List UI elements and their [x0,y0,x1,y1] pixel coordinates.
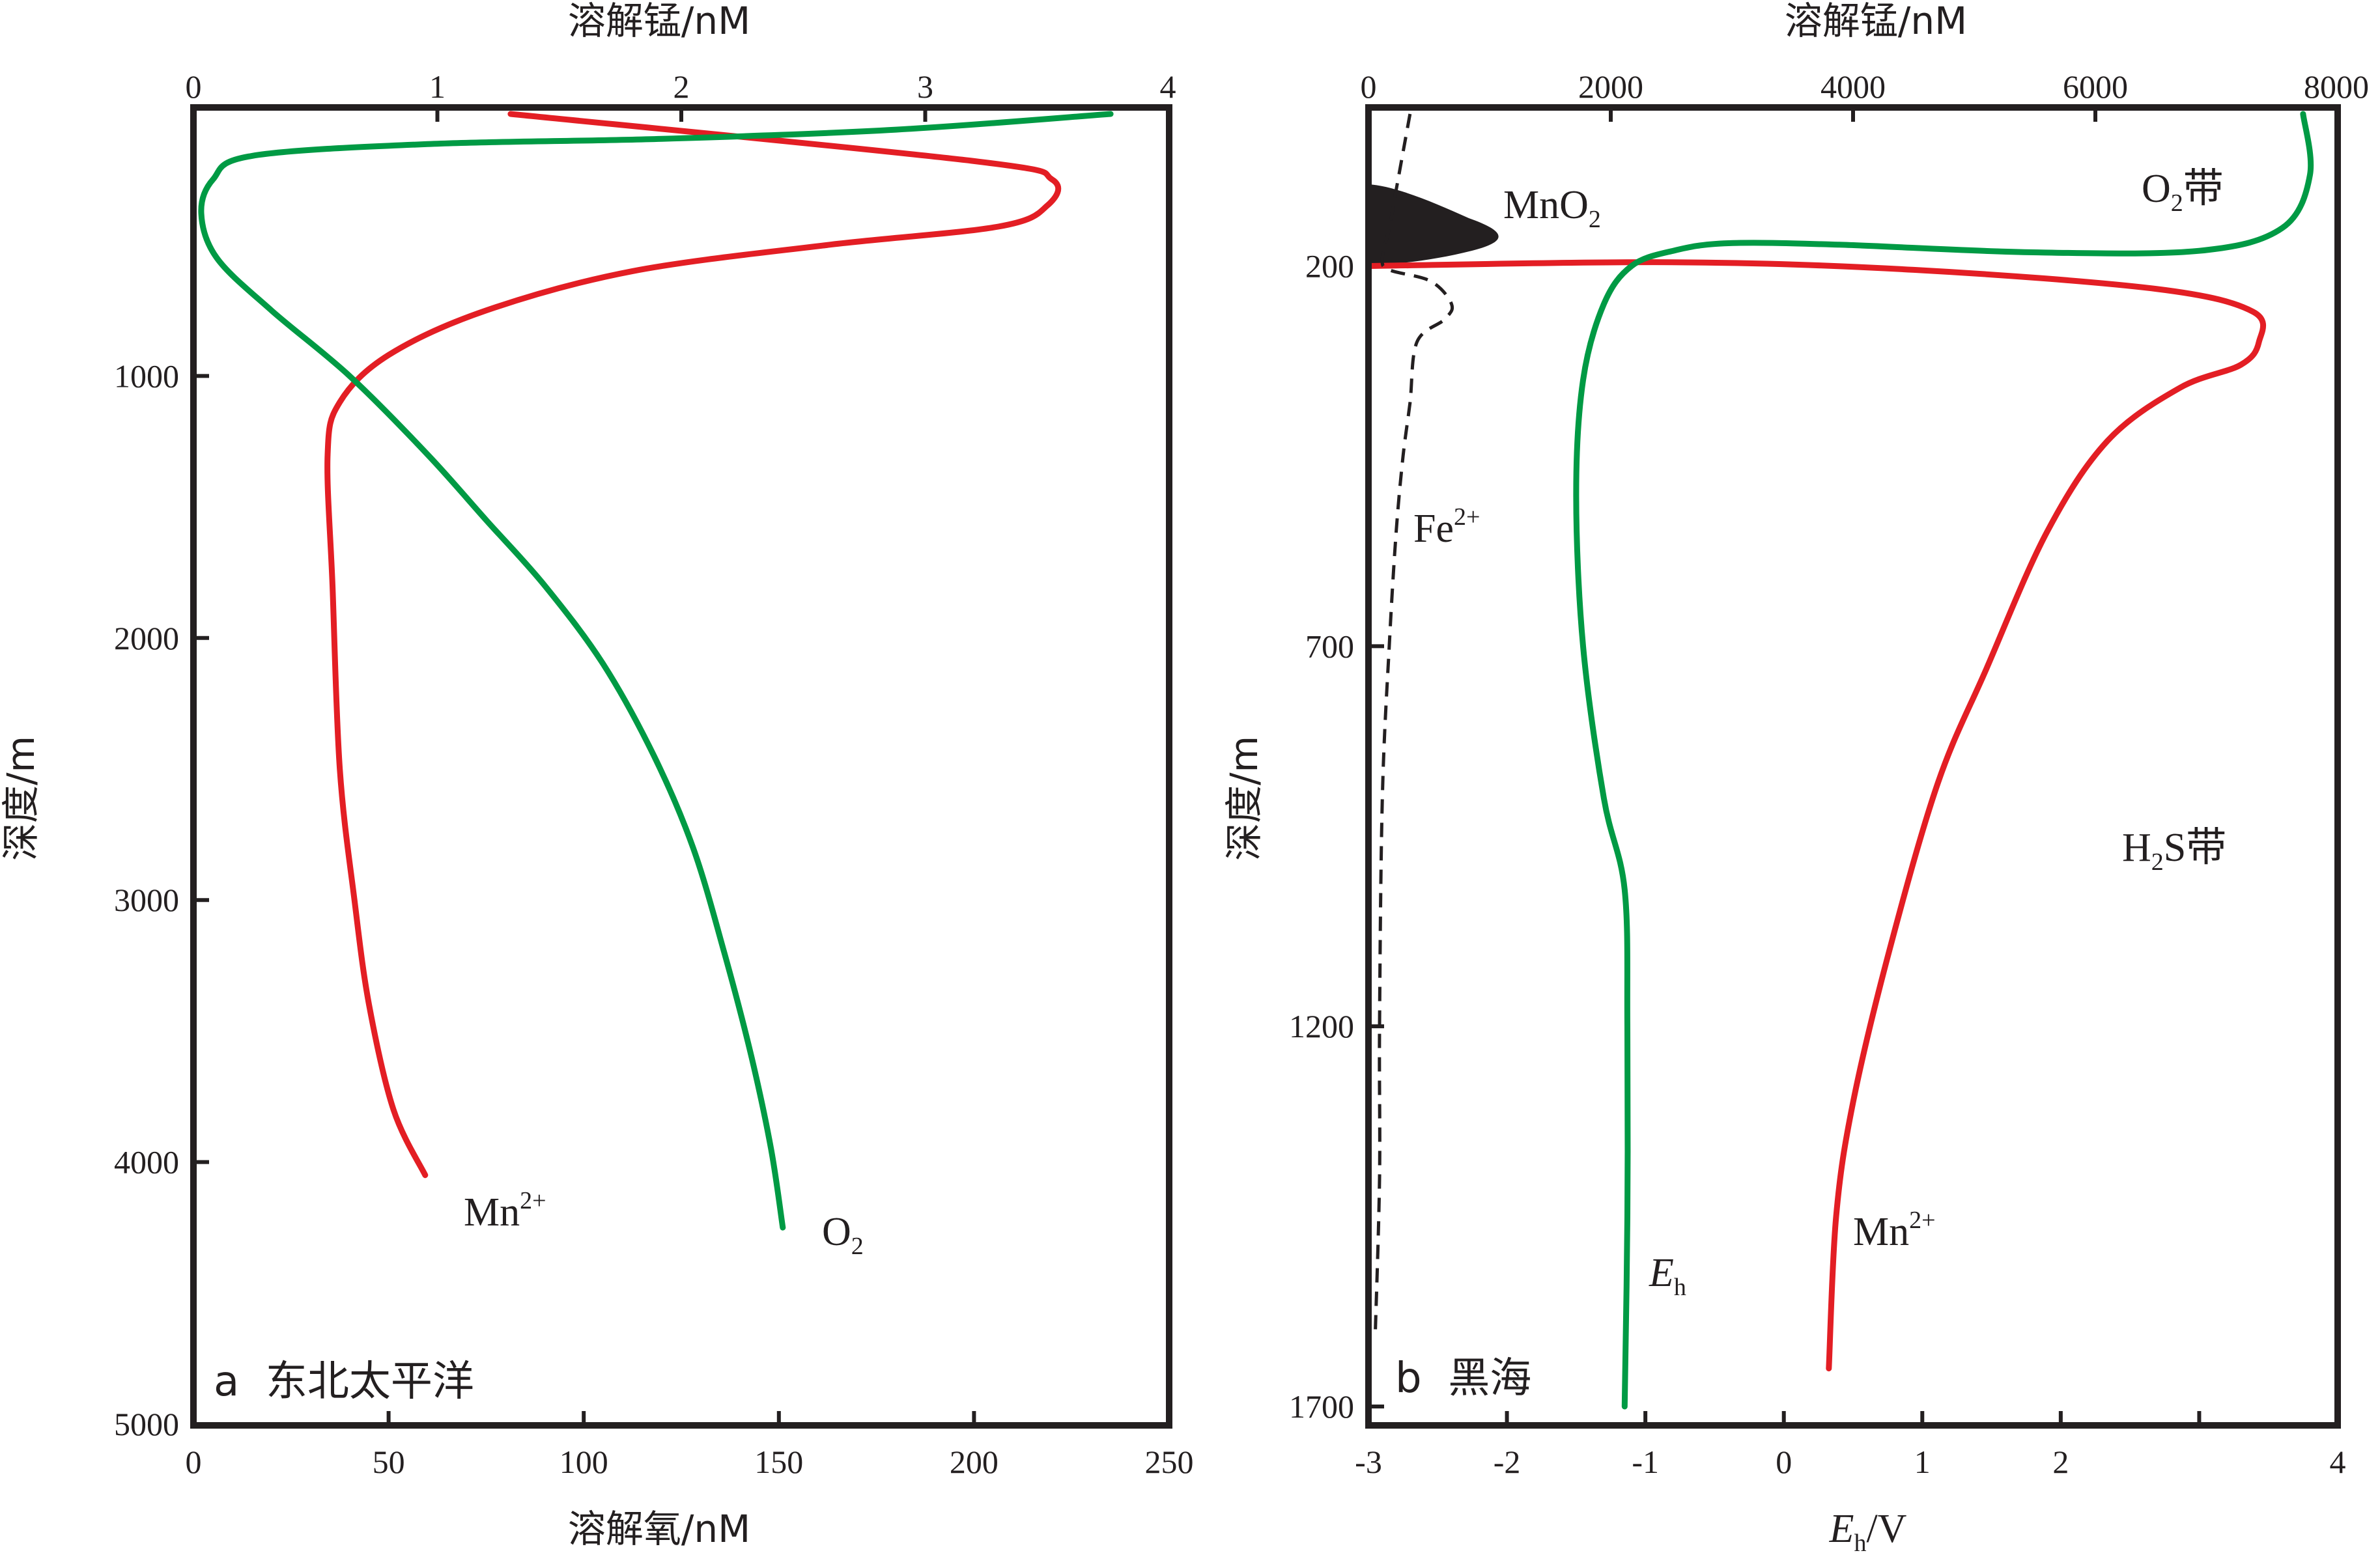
panel-b-region-label: b 黑海 [1395,1354,1531,1403]
panel-b-bottom-ticks: -3 -2 -1 0 1 2 4 [1355,1411,2346,1480]
panel-a-bottom-tick-label: 250 [1145,1444,1194,1480]
panel-a-ne-pacific: 溶解锰/nM 溶解氧/nM 深度/m 0 1 2 3 4 0 50 100 150 200 250… [0,0,1194,1551]
fe-label: Fe2+ [1413,503,1480,551]
panel-a-series [198,111,1114,1231]
panel-a-mn-label: Mn2+ [464,1187,546,1235]
panel-a-frame [190,104,1172,1429]
panel-b-top-tick-label: 2000 [1578,68,1643,105]
panel-b-top-axis-title: 溶解锰/nM [1785,0,1967,43]
panel-b-bottom-tick-label: 1 [1914,1444,1931,1480]
panel-a-region-label: a 东北太平洋 [214,1358,474,1406]
panel-a-y-tick-label: 2000 [114,620,179,656]
panel-b-y-tick-label: 1700 [1289,1388,1354,1425]
panel-a-y-tick-label: 1000 [114,357,179,394]
panel-a-bottom-tick-label: 50 [373,1444,405,1480]
panel-b-top-tick-label: 0 [1361,68,1377,105]
panel-a-series-mn-ion [324,111,1062,1179]
panel-a-top-ticks: 0 1 2 3 4 [186,68,1176,122]
panel-b-frame [1365,104,2341,1429]
panel-b-series [1365,111,2314,1410]
panel-b-top-ticks: 0 2000 4000 6000 8000 [1361,68,2369,122]
panel-a-y-tick-label: 4000 [114,1144,179,1181]
panel-b-y-tick-label: 700 [1305,628,1354,664]
panel-a-bottom-ticks: 0 50 100 150 200 250 [186,1411,1194,1480]
panel-a-bottom-tick-label: 0 [186,1444,202,1480]
eh-label: Eh [1649,1251,1686,1301]
panel-a-bottom-tick-label: 150 [754,1444,803,1480]
panel-b-y-tick-label: 200 [1305,248,1354,285]
mno2-label: MnO2 [1503,183,1601,233]
panel-a-bottom-axis-title: 溶解氧/nM [568,1507,750,1551]
mno2-layer-shape [1368,184,1499,266]
panel-b-top-tick-label: 8000 [2304,68,2369,105]
panel-b-series-mn-ion [1365,259,2267,1372]
h2s-zone-label: H2S带 [2122,826,2226,876]
panel-b-top-tick-label: 4000 [1820,68,1886,105]
panel-a-y-tick-label: 3000 [114,882,179,918]
panel-a-y-ticks: 1000 2000 3000 4000 5000 [114,357,209,1442]
panel-b-y-tick-label: 1200 [1289,1008,1354,1044]
panel-a-o2-label: O2 [822,1210,864,1260]
panel-b-bottom-tick-label: -1 [1632,1444,1659,1480]
panel-b-top-tick-label: 6000 [2063,68,2128,105]
panel-a-top-tick-label: 4 [1160,68,1176,105]
o2-zone-label: O2带 [2142,167,2224,217]
panel-b-series-fe-ion [1374,113,1454,1331]
panel-b-series-e-h [1573,111,2314,1410]
panel-b-y-axis-title: 深度/m [1222,736,1266,861]
panel-b-bottom-tick-label: 4 [2330,1444,2346,1480]
panel-b-bottom-tick-label: -2 [1494,1444,1521,1480]
panel-b-bottom-tick-label: 0 [1776,1444,1792,1480]
panel-a-bottom-tick-label: 200 [950,1444,999,1480]
panel-a-y-tick-label: 5000 [114,1406,179,1442]
panel-b-bottom-axis-title: Eh/V [1829,1507,1907,1553]
panel-a-y-axis-title: 深度/m [0,736,43,861]
panel-a-top-tick-label: 2 [673,68,690,105]
panel-b-mn-label: Mn2+ [1853,1207,1936,1254]
panel-b-bottom-tick-label: 2 [2052,1444,2069,1480]
panel-a-top-tick-label: 3 [917,68,933,105]
panel-a-series-o-2 [198,111,1114,1231]
panel-b-black-sea: 溶解锰/nM 深度/m Eh/V 0 2000 4000 6000 8000 -3 -2-… [1222,0,2369,1553]
panel-a-top-axis-title: 溶解锰/nM [568,0,750,43]
panel-a-bottom-tick-label: 100 [560,1444,608,1480]
panel-b-bottom-tick-label: -3 [1355,1444,1382,1480]
panel-a-top-tick-label: 1 [429,68,446,105]
panel-a-top-tick-label: 0 [186,68,202,105]
